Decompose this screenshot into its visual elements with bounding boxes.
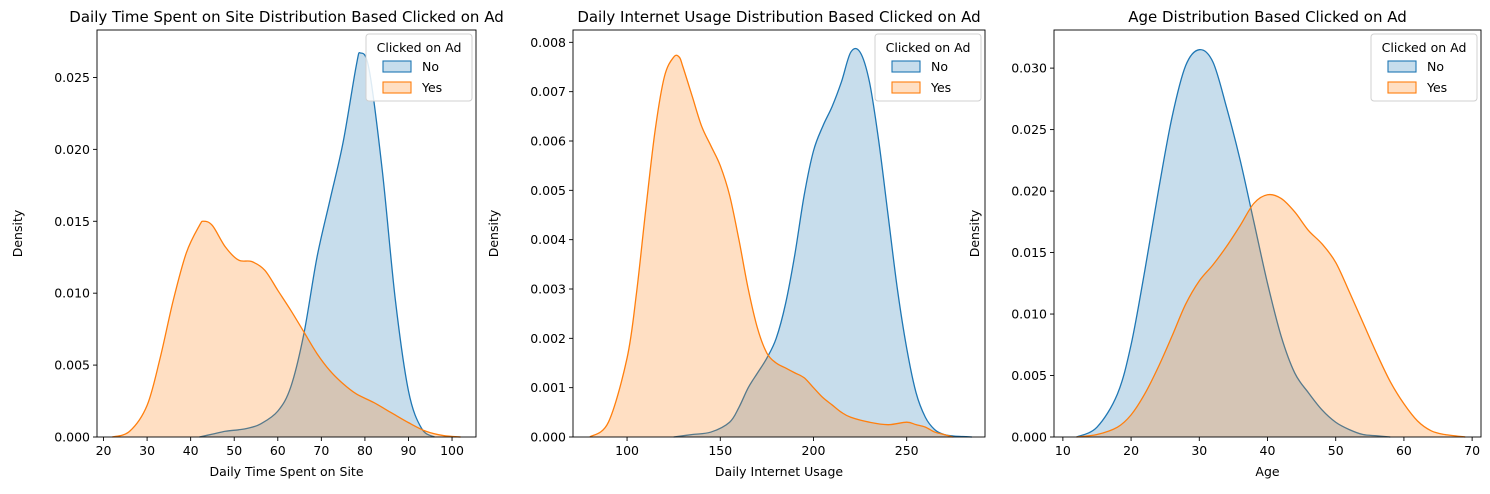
y-tick-label: 0.020	[54, 142, 90, 157]
legend-swatch-yes	[891, 81, 921, 94]
chart-internet-usage: 100 150 200 250 0.000 0.001 0.002 0.003 0.004 0.0…	[486, 8, 986, 479]
area-no	[199, 52, 435, 438]
legend-swatch-yes	[382, 81, 412, 94]
axes-frame	[572, 29, 986, 438]
legend-label-yes: Yes	[421, 80, 442, 95]
x-tick-label: 30	[1191, 443, 1207, 458]
legend-swatch-no	[1387, 60, 1417, 73]
y-tick-label: 0.025	[54, 70, 90, 85]
x-tick-label: 50	[226, 443, 242, 458]
y-tick-label: 0.003	[530, 282, 566, 297]
line-no	[673, 47, 972, 438]
x-tick-label: 80	[357, 443, 373, 458]
chart-time-spent: 20 30 40 50 60 70 80 90 100 0.000 0.005 0.010 0.015 0…	[10, 8, 504, 479]
x-tick-label: 100	[440, 443, 464, 458]
y-tick-label: 0.030	[1011, 61, 1047, 76]
y-tick-label: 0.000	[1011, 430, 1047, 445]
y-tick-label: 0.008	[530, 35, 566, 50]
x-tick-label: 40	[1260, 443, 1276, 458]
legend-swatch-no	[891, 60, 921, 73]
y-tick-label: 0.020	[1011, 184, 1047, 199]
chart-title: Age Distribution Based Clicked on Ad	[1128, 8, 1407, 26]
x-axis-label: Daily Time Spent on Site	[209, 464, 363, 479]
chart-title: Daily Internet Usage Distribution Based …	[577, 8, 980, 26]
y-tick-label: 0.004	[530, 232, 566, 247]
y-tick-label: 0.006	[530, 134, 566, 149]
legend-title: Clicked on Ad	[886, 40, 971, 55]
y-tick-label: 0.005	[1011, 368, 1047, 383]
legend-swatch-yes	[1387, 81, 1417, 94]
chart-title: Daily Time Spent on Site Distribution Ba…	[69, 8, 503, 26]
y-tick-label: 0.005	[530, 183, 566, 198]
line-no	[1076, 48, 1391, 438]
y-axis-label: Density	[486, 209, 501, 257]
legend: Clicked on Ad No Yes	[1370, 33, 1478, 102]
x-tick-label: 70	[1464, 443, 1480, 458]
area-no	[673, 48, 972, 437]
legend-title: Clicked on Ad	[1382, 40, 1467, 55]
area-no	[1076, 49, 1391, 438]
y-tick-label: 0.015	[54, 214, 90, 229]
chart-age: 10 20 30 40 50 60 70 0.000 0.005 0.010 0.015 0.020 0…	[967, 8, 1482, 479]
legend-label-no: No	[422, 59, 439, 74]
legend-box	[874, 33, 982, 102]
legend: Clicked on Ad No Yes	[874, 33, 982, 102]
area-yes	[112, 221, 461, 437]
y-tick-label: 0.010	[1011, 307, 1047, 322]
y-tick-label: 0.000	[54, 430, 90, 445]
legend-box	[365, 33, 473, 102]
y-tick-label: 0.007	[530, 84, 566, 99]
y-tick-label: 0.000	[530, 430, 566, 445]
x-axis-label: Daily Internet Usage	[715, 464, 843, 479]
y-tick-label: 0.015	[1011, 245, 1047, 260]
x-tick-label: 10	[1055, 443, 1071, 458]
legend-swatch-no	[382, 60, 412, 73]
x-tick-label: 50	[1328, 443, 1344, 458]
x-tick-label: 60	[270, 443, 286, 458]
area-yes	[1076, 194, 1466, 437]
x-tick-label: 250	[895, 443, 919, 458]
x-axis-label: Age	[1255, 464, 1279, 479]
legend-label-no: No	[1427, 59, 1444, 74]
legend-title: Clicked on Ad	[377, 40, 462, 55]
x-tick-label: 200	[802, 443, 826, 458]
line-yes	[112, 220, 461, 438]
legend-label-no: No	[931, 59, 948, 74]
y-axis-label: Density	[967, 209, 982, 257]
y-tick-label: 0.010	[54, 286, 90, 301]
line-no	[199, 51, 435, 438]
y-tick-label: 0.002	[530, 331, 566, 346]
y-tick-label: 0.025	[1011, 122, 1047, 137]
x-tick-label: 100	[615, 443, 639, 458]
legend: Clicked on Ad No Yes	[365, 33, 473, 102]
legend-box	[1370, 33, 1478, 102]
x-tick-label: 150	[708, 443, 732, 458]
legend-label-yes: Yes	[1426, 80, 1447, 95]
x-tick-label: 20	[1123, 443, 1139, 458]
y-tick-label: 0.005	[54, 358, 90, 373]
line-yes	[589, 54, 954, 438]
x-tick-label: 90	[401, 443, 417, 458]
x-tick-label: 60	[1396, 443, 1412, 458]
x-tick-label: 70	[313, 443, 329, 458]
y-tick-label: 0.001	[530, 380, 566, 395]
legend-label-yes: Yes	[930, 80, 951, 95]
x-tick-label: 30	[139, 443, 155, 458]
x-tick-label: 20	[96, 443, 112, 458]
y-axis-label: Density	[10, 209, 25, 257]
line-yes	[1076, 193, 1466, 438]
axes-frame	[96, 29, 477, 438]
area-yes	[589, 55, 954, 438]
x-tick-label: 40	[183, 443, 199, 458]
